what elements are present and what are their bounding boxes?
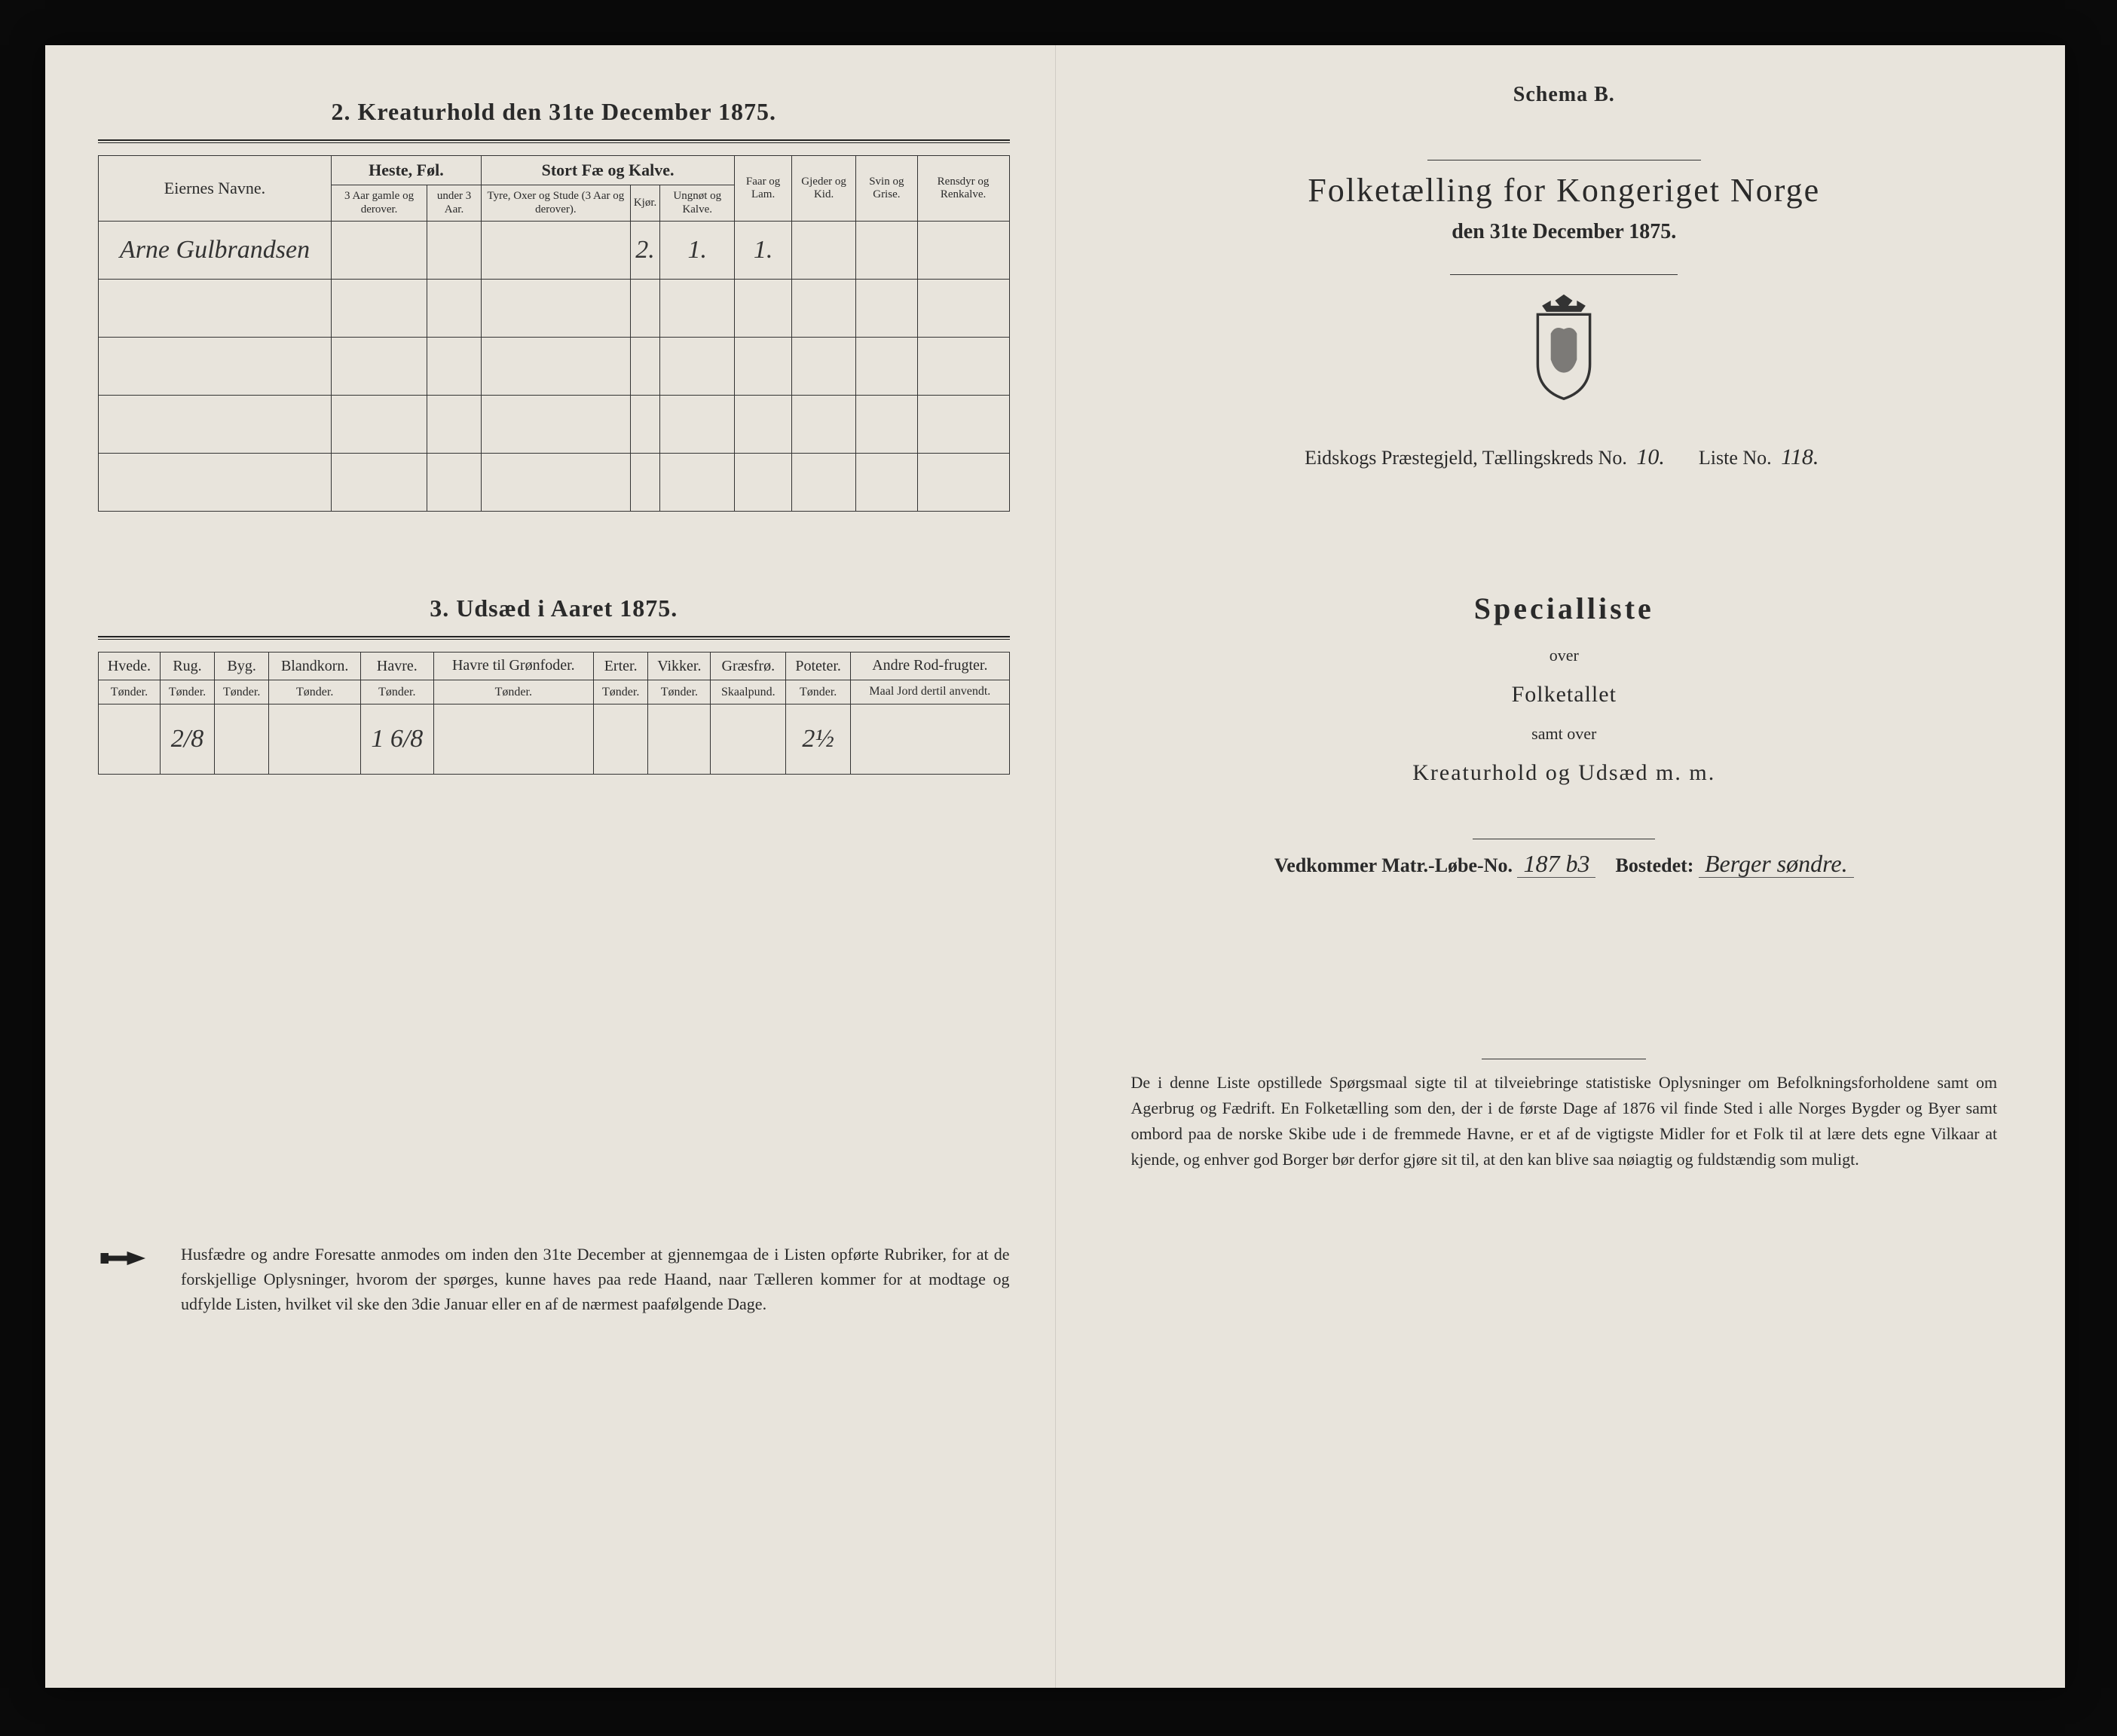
- bostedet: Berger søndre.: [1699, 850, 1854, 878]
- section2-title: 2. Kreaturhold den 31te December 1875.: [98, 98, 1010, 126]
- unit: Tønder.: [786, 680, 851, 704]
- col-rug: Rug.: [160, 652, 214, 680]
- cell: [594, 704, 648, 775]
- unit: Tønder.: [269, 680, 361, 704]
- unit: Skaalpund.: [711, 680, 786, 704]
- cell: [99, 704, 161, 775]
- col-faar: Faar og Lam.: [735, 156, 792, 222]
- unit: Tønder.: [361, 680, 433, 704]
- rule: [1450, 274, 1678, 275]
- col-byg: Byg.: [215, 652, 269, 680]
- col-andre: Andre Rod-frugter.: [851, 652, 1009, 680]
- district-prefix: Eidskogs Præstegjeld, Tællingskreds No.: [1305, 447, 1627, 469]
- rule: [98, 139, 1010, 141]
- col-gjeder: Gjeder og Kid.: [792, 156, 856, 222]
- col-heste2: under 3 Aar.: [427, 185, 482, 222]
- left-footnote: Husfædre og andre Foresatte anmodes om i…: [98, 1242, 1010, 1316]
- document-paper: 2. Kreaturhold den 31te December 1875. E…: [45, 45, 2065, 1688]
- cell-rug: 2/8: [160, 704, 214, 775]
- folketallet-label: Folketallet: [1109, 682, 2021, 708]
- col-stort2: Kjør.: [630, 185, 659, 222]
- coat-of-arms-icon: [1109, 290, 2021, 407]
- pointing-hand-icon: [98, 1242, 158, 1316]
- unit: Tønder.: [433, 680, 594, 704]
- col-blandkorn: Blandkorn.: [269, 652, 361, 680]
- cell: [269, 704, 361, 775]
- over-label: over: [1109, 646, 2021, 665]
- rule: [98, 636, 1010, 637]
- right-page: Schema B. Folketælling for Kongeriget No…: [1056, 45, 2066, 1688]
- col-vikker: Vikker.: [648, 652, 711, 680]
- rule: [98, 639, 1010, 640]
- cell: [427, 221, 482, 279]
- bostedet-label: Bostedet:: [1615, 854, 1693, 876]
- col-grasfro: Græsfrø.: [711, 652, 786, 680]
- unit: Tønder.: [648, 680, 711, 704]
- cell: [856, 221, 917, 279]
- cell: [792, 221, 856, 279]
- col-havre: Havre.: [361, 652, 433, 680]
- vedkommer-line: Vedkommer Matr.-Løbe-No. 187 b3 Bostedet…: [1109, 850, 2021, 878]
- section3-title: 3. Udsæd i Aaret 1875.: [98, 594, 1010, 622]
- cell: [648, 704, 711, 775]
- cell-poteter: 2½: [786, 704, 851, 775]
- table-row: [99, 395, 1010, 453]
- liste-no: 118.: [1776, 445, 1823, 469]
- cell: [433, 704, 594, 775]
- cell: [332, 221, 427, 279]
- rule: [98, 142, 1010, 143]
- cell-kjor: 2.: [630, 221, 659, 279]
- table-row: 2/8 1 6/8 2½: [99, 704, 1010, 775]
- table-row: [99, 279, 1010, 337]
- unit: Tønder.: [99, 680, 161, 704]
- unit: Tønder.: [215, 680, 269, 704]
- col-hvede: Hvede.: [99, 652, 161, 680]
- table-row: [99, 453, 1010, 511]
- schema-label: Schema B.: [1109, 83, 2021, 107]
- footnote-text: Husfædre og andre Foresatte anmodes om i…: [181, 1242, 1010, 1316]
- cell: [851, 704, 1009, 775]
- col-svin: Svin og Grise.: [856, 156, 917, 222]
- main-title: Folketælling for Kongeriget Norge: [1109, 171, 2021, 209]
- subtitle: den 31te December 1875.: [1109, 220, 2021, 244]
- unit: Tønder.: [594, 680, 648, 704]
- col-poteter: Poteter.: [786, 652, 851, 680]
- livestock-table: Eiernes Navne. Heste, Føl. Stort Fæ og K…: [98, 155, 1010, 512]
- col-owner: Eiernes Navne.: [99, 156, 332, 222]
- cell: [215, 704, 269, 775]
- unit: Maal Jord dertil anvendt.: [851, 680, 1009, 704]
- left-page: 2. Kreaturhold den 31te December 1875. E…: [45, 45, 1056, 1688]
- kreatur-label: Kreaturhold og Udsæd m. m.: [1109, 760, 2021, 786]
- cell-ungnot: 1.: [660, 221, 735, 279]
- col-erter: Erter.: [594, 652, 648, 680]
- col-havre-gron: Havre til Grønfoder.: [433, 652, 594, 680]
- cell: [711, 704, 786, 775]
- cell: [481, 221, 630, 279]
- col-stort1: Tyre, Oxer og Stude (3 Aar og derover).: [481, 185, 630, 222]
- unit: Tønder.: [160, 680, 214, 704]
- table-row: Arne Gulbrandsen 2. 1. 1.: [99, 221, 1010, 279]
- col-heste1: 3 Aar gamle og derover.: [332, 185, 427, 222]
- district-line: Eidskogs Præstegjeld, Tællingskreds No. …: [1109, 445, 2021, 470]
- matr-no: 187 b3: [1517, 850, 1595, 878]
- right-footnote: De i denne Liste opstillede Spørgsmaal s…: [1109, 1070, 2021, 1172]
- specialliste-title: Specialliste: [1109, 591, 2021, 626]
- sowing-table: Hvede. Rug. Byg. Blandkorn. Havre. Havre…: [98, 652, 1010, 775]
- colgroup-stort: Stort Fæ og Kalve.: [481, 156, 734, 185]
- cell-havre: 1 6/8: [361, 704, 433, 775]
- col-rensdyr: Rensdyr og Renkalve.: [917, 156, 1009, 222]
- vedkommer-label: Vedkommer Matr.-Løbe-No.: [1274, 854, 1513, 876]
- cell-faar: 1.: [735, 221, 792, 279]
- table-row: [99, 337, 1010, 395]
- samt-label: samt over: [1109, 724, 2021, 744]
- cell-owner: Arne Gulbrandsen: [99, 221, 332, 279]
- cell: [917, 221, 1009, 279]
- district-no: 10.: [1632, 445, 1669, 469]
- liste-label: Liste No.: [1699, 447, 1772, 469]
- col-stort3: Ungnøt og Kalve.: [660, 185, 735, 222]
- colgroup-heste: Heste, Føl.: [332, 156, 482, 185]
- scan-frame: 2. Kreaturhold den 31te December 1875. E…: [0, 0, 2117, 1736]
